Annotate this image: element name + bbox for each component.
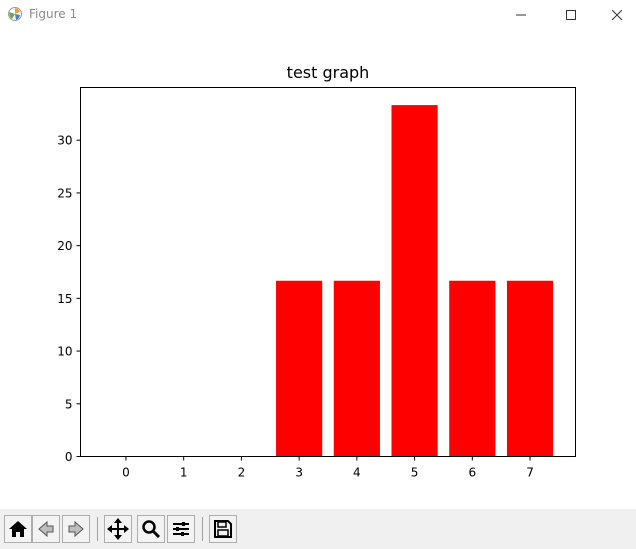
zoom-button[interactable] [137,515,165,543]
pan-icon [107,518,129,540]
forward-arrow-icon [68,520,84,538]
configure-subplots-icon [173,522,189,536]
toolbar-separator [202,517,203,541]
figure-canvas[interactable]: test graph 0 5 10 15 20 25 30 0 1 2 3 4 5 6 7 [0,30,636,509]
bar-5 [391,105,438,457]
y-tick-label: 30 [57,134,72,148]
x-tick-label: 4 [353,466,361,480]
y-tick-label: 5 [65,397,73,411]
back-arrow-icon [38,520,54,538]
bar-6 [449,280,496,457]
close-button[interactable] [594,0,636,30]
x-tick-label: 5 [411,466,419,480]
y-tick-label: 10 [57,345,72,359]
minimize-icon [516,14,526,16]
maximize-button[interactable] [548,0,594,30]
save-button[interactable] [209,515,237,543]
home-button[interactable] [4,515,32,543]
bar-3 [276,280,323,457]
window-title: Figure 1 [29,7,78,21]
back-button[interactable] [32,515,60,543]
x-tick-label: 1 [180,466,188,480]
x-tick-label: 7 [526,466,534,480]
navigation-toolbar [0,509,636,549]
x-tick-label: 6 [468,466,476,480]
minimize-button[interactable] [498,0,544,30]
home-icon [9,521,27,537]
bar-7 [506,280,554,457]
bar-4 [333,280,380,457]
y-tick-label: 15 [57,292,72,306]
x-tick-label: 3 [295,466,303,480]
plot-frame [80,87,576,457]
maximize-icon [566,10,576,20]
toolbar-separator [97,517,98,541]
forward-button[interactable] [62,515,90,543]
bar-chart: test graph 0 5 10 15 20 25 30 0 1 2 3 4 5 6 7 [57,63,576,480]
pan-button[interactable] [104,515,132,543]
close-icon [612,10,622,20]
y-tick-label: 25 [57,186,72,200]
save-icon [214,520,232,538]
y-tick-label: 0 [65,450,73,464]
subplots-button[interactable] [167,515,195,543]
x-tick-label: 2 [238,466,246,480]
matplotlib-icon [8,7,22,21]
chart-title: test graph [287,63,370,82]
y-tick-label: 20 [57,239,72,253]
window-title-bar: Figure 1 [0,0,636,30]
zoom-icon [142,520,161,539]
x-tick-label: 0 [122,466,130,480]
